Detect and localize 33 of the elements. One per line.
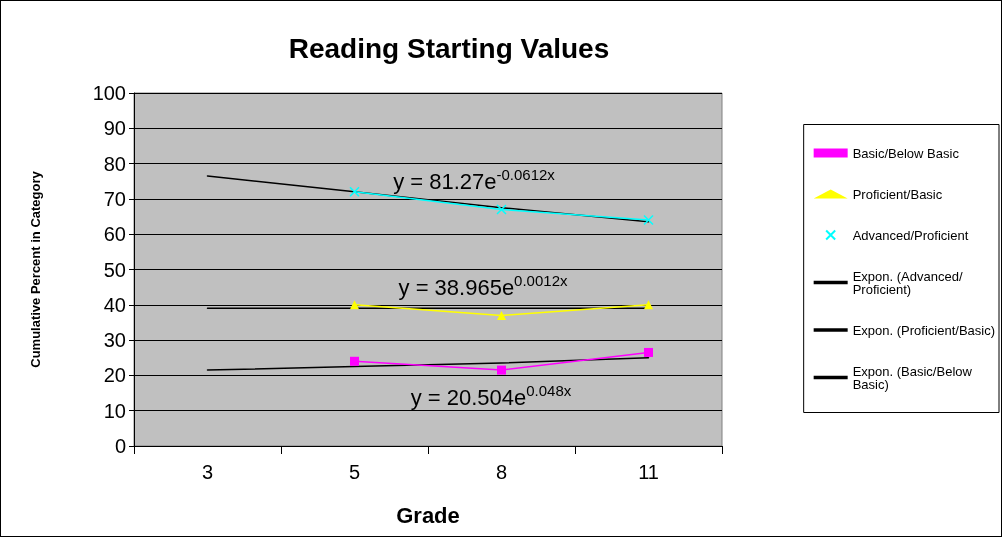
x-axis-title: Grade bbox=[396, 502, 460, 528]
y-tick-label: 30 bbox=[103, 329, 126, 352]
legend-label: Expon. (Proficient/Basic) bbox=[852, 322, 996, 338]
x-tick-label: 11 bbox=[638, 461, 659, 483]
legend-label: Basic/Below Basic bbox=[852, 145, 960, 161]
point bbox=[350, 356, 359, 366]
point bbox=[644, 347, 653, 357]
chart-title: Reading Starting Values bbox=[288, 32, 610, 64]
point bbox=[350, 300, 359, 310]
x-tick-label: 3 bbox=[201, 461, 214, 483]
y-tick-label: 70 bbox=[103, 187, 126, 210]
y-tick-label: 50 bbox=[103, 258, 126, 281]
y-tick-label: 60 bbox=[103, 223, 126, 246]
legend-label: Proficient/Basic bbox=[852, 186, 943, 202]
point bbox=[643, 214, 654, 226]
point bbox=[496, 204, 507, 215]
point bbox=[497, 365, 506, 375]
y-tick-label: 90 bbox=[103, 117, 126, 140]
y-axis-title: Cumulative Percent in Category bbox=[28, 170, 43, 368]
x-tick-label: 5 bbox=[348, 461, 361, 483]
legend-label: Advanced/Proficient bbox=[852, 227, 969, 243]
y-tick-label: 40 bbox=[103, 293, 126, 316]
point bbox=[644, 300, 653, 310]
legend-label: Expon. (Basic/Below Basic) bbox=[852, 363, 976, 392]
point bbox=[349, 186, 360, 198]
y-tick-label: 0 bbox=[114, 435, 126, 457]
point bbox=[497, 310, 506, 320]
y-tick-label: 20 bbox=[103, 364, 126, 387]
y-tick-label: 100 bbox=[92, 82, 126, 104]
y-tick-label: 80 bbox=[103, 152, 126, 175]
x-tick-label: 8 bbox=[495, 461, 508, 483]
legend-label: Expon. (Advanced/Proficient) bbox=[852, 268, 963, 297]
y-tick-label: 10 bbox=[103, 399, 126, 422]
